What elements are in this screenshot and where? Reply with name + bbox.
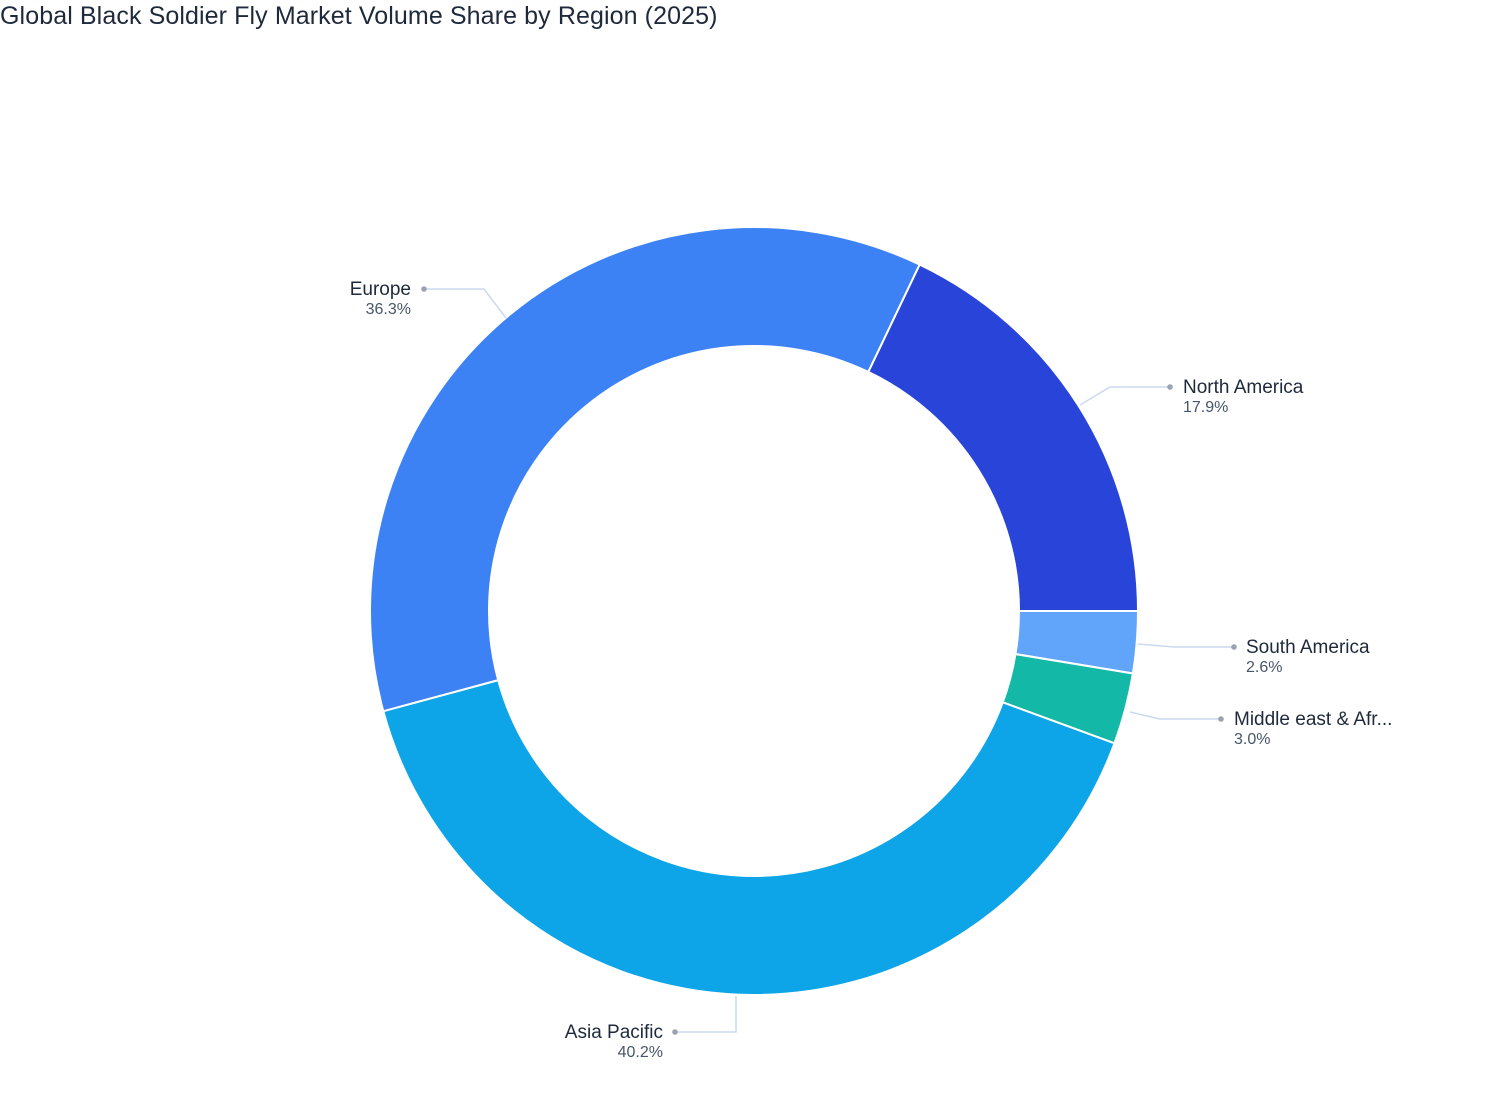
label-asia-pacific: Asia Pacific 40.2%	[565, 1022, 663, 1063]
label-south-america: South America 2.6%	[1246, 637, 1370, 678]
leader-dot-south-america	[1231, 644, 1237, 650]
leader-dot-asia-pacific	[672, 1029, 678, 1035]
slice-asia-pacific[interactable]	[382, 678, 1116, 996]
label-north-america-name: North America	[1183, 377, 1304, 398]
chart-title: Global Black Soldier Fly Market Volume S…	[0, 2, 718, 30]
label-south-america-pct: 2.6%	[1246, 659, 1283, 676]
label-asia-pacific-pct: 40.2%	[617, 1044, 663, 1061]
label-europe: Europe 36.3%	[350, 279, 411, 320]
leader-lines	[421, 286, 1237, 1035]
donut-slices	[369, 226, 1140, 996]
leader-dot-north-america	[1167, 384, 1173, 390]
leader-line-north-america	[1079, 386, 1170, 406]
label-mea-name: Middle east & Afr...	[1234, 709, 1393, 730]
label-south-america-name: South America	[1246, 637, 1370, 658]
label-north-america-pct: 17.9%	[1183, 399, 1229, 416]
label-europe-name: Europe	[349, 279, 411, 300]
slice-north-america[interactable]	[867, 263, 1140, 612]
leader-line-asia-pacific	[675, 996, 737, 1033]
leader-line-europe	[424, 288, 507, 319]
label-europe-pct: 36.3%	[365, 301, 411, 318]
leader-dot-mea	[1218, 716, 1224, 722]
label-mea: Middle east & Afr... 3.0%	[1234, 709, 1392, 750]
slice-europe[interactable]	[369, 226, 922, 713]
label-north-america: North America 17.9%	[1183, 377, 1303, 418]
label-asia-pacific-name: Asia Pacific	[564, 1022, 663, 1043]
leader-line-mea	[1129, 711, 1221, 720]
leader-dot-europe	[421, 286, 427, 292]
leader-line-south-america	[1137, 643, 1234, 648]
label-mea-pct: 3.0%	[1234, 731, 1271, 748]
